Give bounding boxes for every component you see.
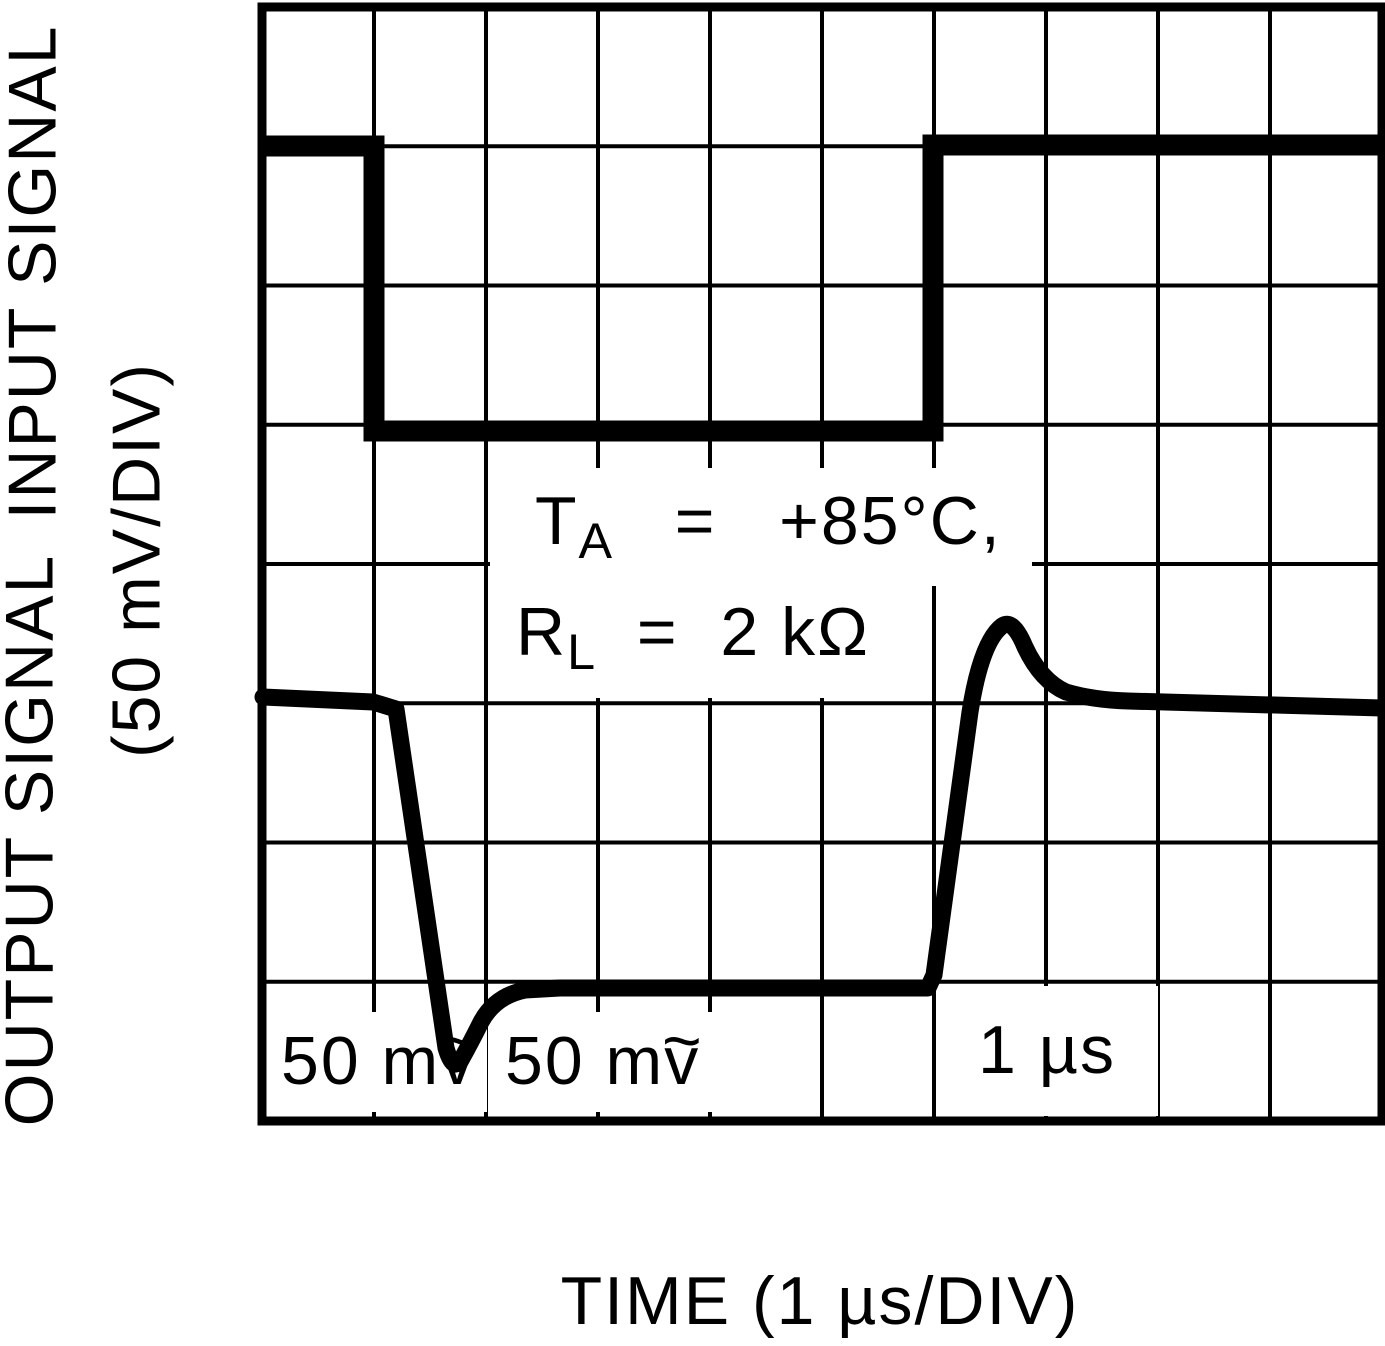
annotation-load-value: = 2 kΩ (595, 594, 870, 671)
annotation-box-load: RL = 2 kΩ (500, 578, 888, 698)
annotation-load-symbol: R (516, 594, 568, 671)
scale-label-undershoot: 50 m ~ v (281, 1005, 478, 1100)
scale-label-box-undershoot: 50 m ~ v (271, 1005, 487, 1112)
undershoot-value: 50 m (281, 1023, 441, 1100)
x-axis-label-text: TIME (1 µs/DIV) (560, 1263, 1080, 1340)
scale-label-box-time: 1 µs (936, 986, 1158, 1116)
annotation-temperature-value: = +85°C, (612, 483, 1002, 560)
y-axis-label-input: INPUT SIGNAL (0, 24, 71, 520)
ac-tilde-icon: ~ (438, 1002, 480, 1079)
y-axis-units-label: (50 mV/DIV) (98, 361, 175, 759)
annotation-box-temperature: TA = +85°C, (490, 468, 1032, 586)
overshoot-value: 50 m (505, 1023, 665, 1100)
scale-label-time: 1 µs (978, 1012, 1116, 1089)
ac-tilde-icon: ~ (662, 1002, 704, 1079)
plot-border (257, 2, 1385, 1126)
x-axis-label: TIME (1 µs/DIV) (500, 1262, 1140, 1342)
annotation-load-subscript: L (567, 623, 596, 681)
annotation-load: RL = 2 kΩ (516, 594, 870, 681)
annotation-temperature-subscript: A (578, 512, 613, 570)
scale-label-box-overshoot: 50 m ~ v (491, 1005, 721, 1112)
scale-label-overshoot: 50 m ~ v (505, 1005, 702, 1100)
annotation-temperature: TA = +85°C, (535, 483, 1002, 570)
annotation-temperature-symbol: T (535, 483, 579, 560)
y-axis-label-output: OUTPUT SIGNAL (0, 553, 68, 1127)
